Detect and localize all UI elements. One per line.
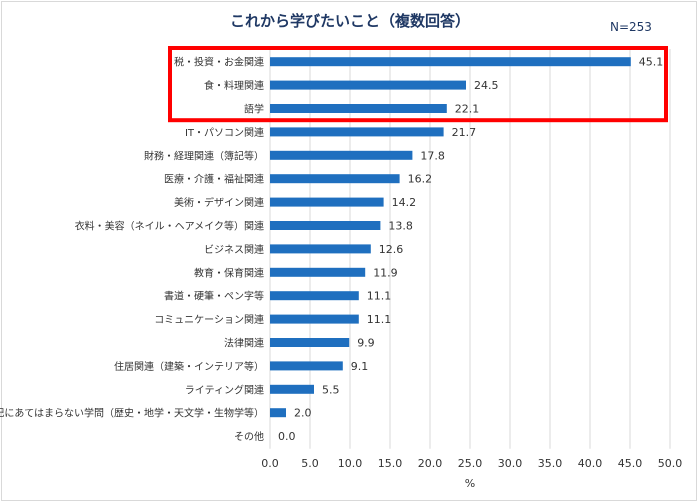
bar (270, 127, 444, 137)
category-label: IT・パソコン関連 (185, 126, 264, 139)
value-label: 12.6 (379, 243, 404, 256)
category-label: 財務・経理関連（簿記等） (144, 149, 264, 162)
chart-title: これから学びたいこと（複数回答） (229, 12, 470, 30)
value-label: 16.2 (408, 173, 433, 186)
category-label: 美術・デザイン関連 (174, 196, 264, 209)
bar (270, 291, 359, 301)
value-label: 9.9 (357, 337, 375, 350)
value-label: 24.5 (474, 79, 499, 92)
x-tick-label: 15.0 (378, 457, 403, 470)
value-label: 22.1 (455, 103, 480, 116)
category-label: ビジネス関連 (204, 243, 264, 256)
category-label: 医療・介護・福祉関連 (164, 173, 264, 186)
x-tick-label: 0.0 (261, 457, 279, 470)
value-labels: 45.1 24.5 22.1 21.7 17.8 16.2 14.2 13.8 12.6 11.9… (278, 56, 663, 443)
x-tick-labels: 0.0 5.0 10.0 15.0 20.0 25.0 30.0 35.0 40.0 45.0 50… (261, 457, 682, 470)
value-label: 2.0 (294, 407, 312, 420)
bar (270, 57, 631, 67)
highlight-box (168, 46, 668, 123)
value-label: 14.2 (392, 196, 417, 209)
value-label: 11.9 (373, 266, 398, 279)
value-label: 9.1 (351, 360, 369, 373)
x-tick-label: 30.0 (498, 457, 523, 470)
bar (270, 244, 371, 254)
category-label: 税・投資・お金関連 (174, 56, 264, 69)
category-label: 食・料理関連 (204, 79, 264, 92)
category-label: その他 (234, 430, 264, 443)
x-tick-label: 45.0 (618, 457, 643, 470)
category-label: コミュニケーション関連 (154, 313, 264, 326)
category-label: 法律関連 (224, 337, 264, 350)
value-label: 5.5 (322, 383, 340, 396)
bar (270, 267, 366, 277)
category-label: 語学 (244, 103, 264, 116)
x-tick-label: 35.0 (538, 457, 563, 470)
bars (270, 57, 631, 418)
category-label: ライティング関連 (185, 383, 264, 396)
value-label: 11.1 (367, 290, 392, 303)
bar (270, 197, 384, 207)
x-tick-label: 20.0 (418, 457, 443, 470)
value-label: 13.8 (388, 220, 413, 233)
value-label: 45.1 (639, 56, 664, 69)
x-axis-label: % (465, 477, 475, 490)
bar (270, 314, 359, 324)
bar (270, 361, 343, 371)
x-tick-label: 40.0 (578, 457, 603, 470)
bar (270, 104, 447, 113)
x-tick-label: 5.0 (301, 457, 319, 470)
category-label: 書道・硬筆・ペン字等 (164, 290, 264, 303)
x-tick-label: 25.0 (458, 457, 483, 470)
bar (270, 150, 413, 160)
category-label: 住居関連（建築・インテリア等） (114, 360, 264, 373)
bar (270, 174, 400, 184)
category-label: 上記にあてはまらない学問（歴史・地学・天文学・生物学等） (0, 407, 264, 420)
category-label: 衣料・美容（ネイル・ヘアメイク等）関連 (75, 220, 264, 233)
value-label: 17.8 (420, 149, 445, 162)
bar (270, 338, 350, 347)
value-label: 0.0 (278, 430, 296, 443)
x-tick-label: 50.0 (658, 457, 683, 470)
bar (270, 408, 286, 418)
sample-size-label: N=253 (610, 20, 652, 34)
bar (270, 221, 381, 230)
bar (270, 80, 466, 90)
x-tick-label: 10.0 (338, 457, 363, 470)
value-label: 11.1 (367, 313, 392, 326)
value-label: 21.7 (452, 126, 477, 139)
category-label: 教育・保育関連 (194, 266, 264, 279)
bar (270, 384, 314, 394)
